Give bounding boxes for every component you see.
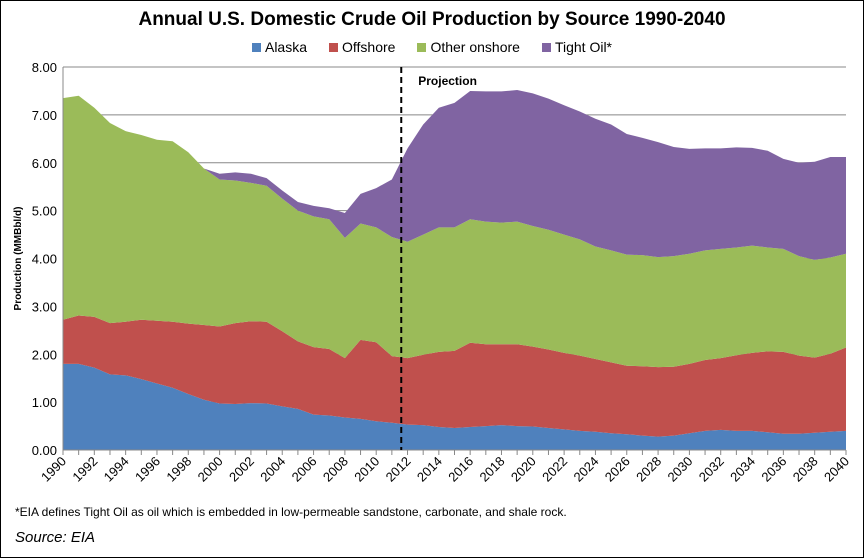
x-tick-label: 2028 <box>633 454 664 485</box>
x-tick-label: 1994 <box>101 454 132 485</box>
x-tick-label: 2032 <box>696 454 727 485</box>
x-tick-label: 1990 <box>38 454 69 485</box>
source-note: Source: EIA <box>15 529 96 546</box>
x-tick-label: 2022 <box>539 454 570 485</box>
x-tick-label: 2020 <box>508 454 539 485</box>
y-tick-label: 2.00 <box>32 347 57 362</box>
area-other-onshore <box>63 95 846 368</box>
x-tick-label: 2018 <box>477 454 508 485</box>
legend-label: Offshore <box>342 39 396 55</box>
y-tick-label: 4.00 <box>32 252 57 267</box>
plot-area: 0.00 1.00 2.00 3.00 4.00 5.00 6.00 7.00 8.00 1990… <box>13 60 852 485</box>
x-tick-label: 2002 <box>226 454 257 485</box>
y-tick-label: 6.00 <box>32 156 57 171</box>
x-tick-label: 2006 <box>289 454 320 485</box>
x-tick-label: 2004 <box>257 454 288 485</box>
x-tick-label: 2040 <box>821 454 852 485</box>
y-tick-label: 5.00 <box>32 204 57 219</box>
x-tick-label: 2014 <box>414 454 445 485</box>
projection-label: Projection <box>418 74 477 88</box>
x-tick-label: 2036 <box>758 454 789 485</box>
x-tick-label: 2026 <box>602 454 633 485</box>
legend-item-tight-oil: Tight Oil* <box>541 39 613 55</box>
legend-item-alaska: Alaska <box>251 39 308 55</box>
area-offshore <box>63 315 846 437</box>
x-tick-label: 2010 <box>351 454 382 485</box>
x-tick-label: 1996 <box>132 454 163 485</box>
x-tick-label: 2034 <box>727 454 758 485</box>
x-tick-label: 2000 <box>195 454 226 485</box>
legend-item-offshore: Offshore <box>329 39 395 55</box>
legend-swatch <box>329 42 339 52</box>
y-tick-label: 3.00 <box>32 299 57 314</box>
area-tight-oil <box>63 89 846 260</box>
y-axis-label: Production (MMBbl/d) <box>13 207 24 311</box>
y-tick-label: 7.00 <box>32 108 57 123</box>
area-alaska <box>63 363 846 450</box>
y-tick-label: 8.00 <box>32 60 57 75</box>
x-tick-label: 2024 <box>571 454 602 485</box>
legend-item-other-onshore: Other onshore <box>417 39 520 55</box>
legend-label: Other onshore <box>430 39 520 55</box>
legend-label: Alaska <box>264 39 308 55</box>
y-tick-label: 1.00 <box>32 395 57 410</box>
chart-title: Annual U.S. Domestic Crude Oil Productio… <box>138 9 726 30</box>
y-tick-label: 0.00 <box>32 443 57 458</box>
legend-swatch <box>541 42 551 52</box>
legend-label: Tight Oil* <box>554 39 613 55</box>
legend-swatch <box>251 42 261 52</box>
x-tick-label: 2008 <box>320 454 351 485</box>
legend: Alaska Offshore Other onshore Tight Oil* <box>1 39 863 55</box>
x-tick-label: 2038 <box>790 454 821 485</box>
x-tick-label: 1998 <box>163 454 194 485</box>
footnote: *EIA defines Tight Oil as oil which is e… <box>15 505 567 519</box>
legend-swatch <box>417 42 427 52</box>
x-tick-label: 2030 <box>664 454 695 485</box>
x-tick-label: 2016 <box>445 454 476 485</box>
x-tick-label: 2012 <box>383 454 414 485</box>
x-tick-label: 1992 <box>69 454 100 485</box>
